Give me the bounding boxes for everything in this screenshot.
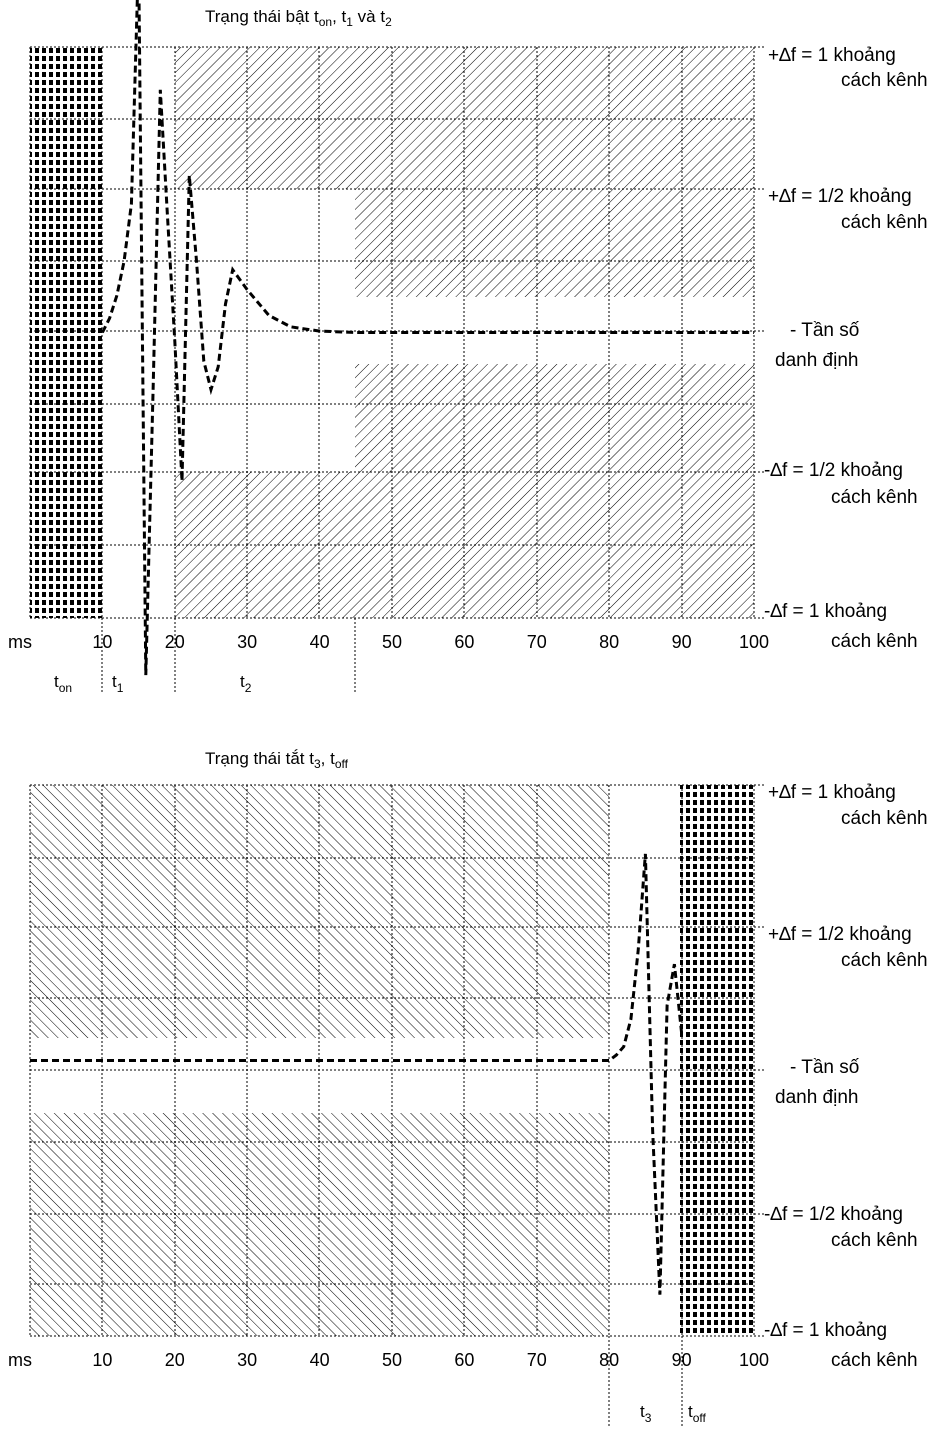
- bottom-label-minus-half: -∆f = 1/2 khoảng: [764, 1204, 903, 1225]
- x-tick-label: 60: [454, 1350, 474, 1370]
- top-label-minus-half-2: cách kênh: [831, 487, 918, 508]
- bottom-toff-block: [680, 785, 754, 1336]
- top-period-separators: [101, 618, 356, 694]
- bottom-label-plus-full-2: cách kênh: [841, 808, 928, 829]
- bottom-label-nominal: - Tần số: [790, 1057, 860, 1078]
- top-x-ticks: 10 20 30 40 50 60 70 80 90 100: [92, 632, 769, 652]
- top-hatch-lower-inner: [355, 364, 754, 472]
- bottom-right-ticks: [754, 784, 766, 1337]
- top-side-labels: +∆f = 1 khoảng cách kênh +∆f = 1/2 khoản…: [764, 45, 928, 652]
- bottom-title: Trạng thái tắt t3, toff: [205, 749, 349, 771]
- x-tick-label: 30: [237, 632, 257, 652]
- top-right-ticks: [754, 46, 766, 619]
- bottom-hatch-upper: [30, 785, 609, 1038]
- top-label-nominal-2: danh định: [775, 350, 858, 371]
- bottom-label-minus-full-2: cách kênh: [831, 1350, 918, 1371]
- top-label-plus-half: +∆f = 1/2 khoảng: [768, 186, 912, 207]
- x-tick-label: 30: [237, 1350, 257, 1370]
- x-tick-label: 50: [382, 632, 402, 652]
- x-tick-label: 100: [739, 1350, 769, 1370]
- x-tick-label: 40: [310, 1350, 330, 1370]
- top-frequency-curve: [101, 0, 754, 676]
- bottom-period-t3: t3: [640, 1402, 652, 1425]
- top-label-nominal: - Tần số: [790, 320, 860, 341]
- top-label-minus-full: -∆f = 1 khoảng: [764, 601, 887, 622]
- x-tick-label: 70: [527, 632, 547, 652]
- top-label-plus-full: +∆f = 1 khoảng: [768, 45, 896, 66]
- bottom-label-plus-half-2: cách kênh: [841, 950, 928, 971]
- bottom-grid: [29, 784, 755, 1337]
- top-title: Trạng thái bật ton, t1 và t2: [205, 7, 392, 29]
- bottom-label-nominal-2: danh định: [775, 1087, 858, 1108]
- x-tick-label: 20: [165, 1350, 185, 1370]
- x-tick-label: 90: [672, 632, 692, 652]
- bottom-panel: Trạng thái tắt t3, toff: [8, 749, 769, 1428]
- x-tick-label: 80: [599, 632, 619, 652]
- bottom-ms-label: ms: [8, 1350, 32, 1370]
- top-ms-label: ms: [8, 632, 32, 652]
- x-tick-label: 50: [382, 1350, 402, 1370]
- top-panel: Trạng thái bật ton, t1 và t2: [8, 0, 769, 695]
- top-period-t1: t1: [112, 672, 124, 695]
- bottom-label-minus-full: -∆f = 1 khoảng: [764, 1320, 887, 1341]
- top-label-minus-half: -∆f = 1/2 khoảng: [764, 460, 903, 481]
- x-tick-label: 70: [527, 1350, 547, 1370]
- x-tick-label: 10: [92, 1350, 112, 1370]
- top-hatch-upper-outer: [175, 47, 754, 189]
- bottom-frequency-curve: [30, 853, 684, 1295]
- top-ton-block: [30, 47, 103, 618]
- top-label-minus-full-2: cách kênh: [831, 631, 918, 652]
- bottom-x-ticks: 10 20 30 40 50 60 70 80 90 100: [92, 1350, 769, 1370]
- top-label-plus-full-2: cách kênh: [841, 70, 928, 91]
- bottom-label-plus-full: +∆f = 1 khoảng: [768, 782, 896, 803]
- top-label-plus-half-2: cách kênh: [841, 212, 928, 233]
- top-period-ton: ton: [54, 672, 72, 695]
- bottom-period-separators: [608, 1336, 683, 1428]
- top-period-t2: t2: [240, 672, 252, 695]
- x-tick-label: 100: [739, 632, 769, 652]
- bottom-period-toff: toff: [688, 1402, 707, 1425]
- bottom-side-labels: +∆f = 1 khoảng cách kênh +∆f = 1/2 khoản…: [764, 782, 928, 1371]
- x-tick-label: 40: [310, 632, 330, 652]
- bottom-label-minus-half-2: cách kênh: [831, 1230, 918, 1251]
- x-tick-label: 60: [454, 632, 474, 652]
- bottom-label-plus-half: +∆f = 1/2 khoảng: [768, 924, 912, 945]
- top-hatch-upper-inner: [355, 189, 754, 297]
